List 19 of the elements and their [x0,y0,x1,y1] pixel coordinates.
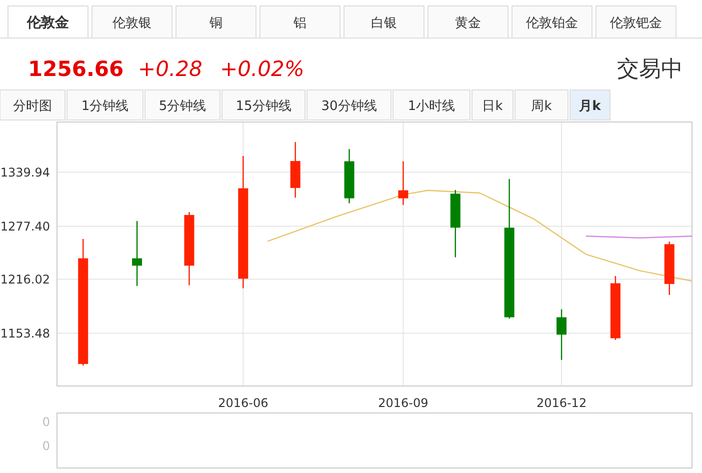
y-tick-label: 1216.02 [0,272,50,286]
tabs: 伦敦金 伦敦银 铜 铝 白银 黄金 伦敦铂金 伦敦钯金 [0,6,702,38]
period-tabs: 分时图 1分钟线 5分钟线 15分钟线 30分钟线 1小时线 日k 周k 月k [0,90,610,120]
candlestick [398,160,408,206]
text: +0.28 [138,57,202,81]
y-tick-label: 1277.40 [0,219,50,234]
candlestick [556,308,567,361]
text: 1256.66 [28,57,124,81]
text: 0 [42,439,50,453]
candlestick [132,220,142,287]
text: 0 [42,415,50,429]
line-series [266,190,692,282]
text: 交易中 [617,57,683,82]
text: +0.02% [220,57,304,81]
x-tick-label: 2016-06 [218,396,268,410]
x-tick-label: 2016-09 [378,396,428,410]
y-tick-label: 1339.94 [0,165,50,180]
y-tick-label: 1153.48 [0,326,50,340]
x-tick-label: 2016-12 [536,396,587,410]
